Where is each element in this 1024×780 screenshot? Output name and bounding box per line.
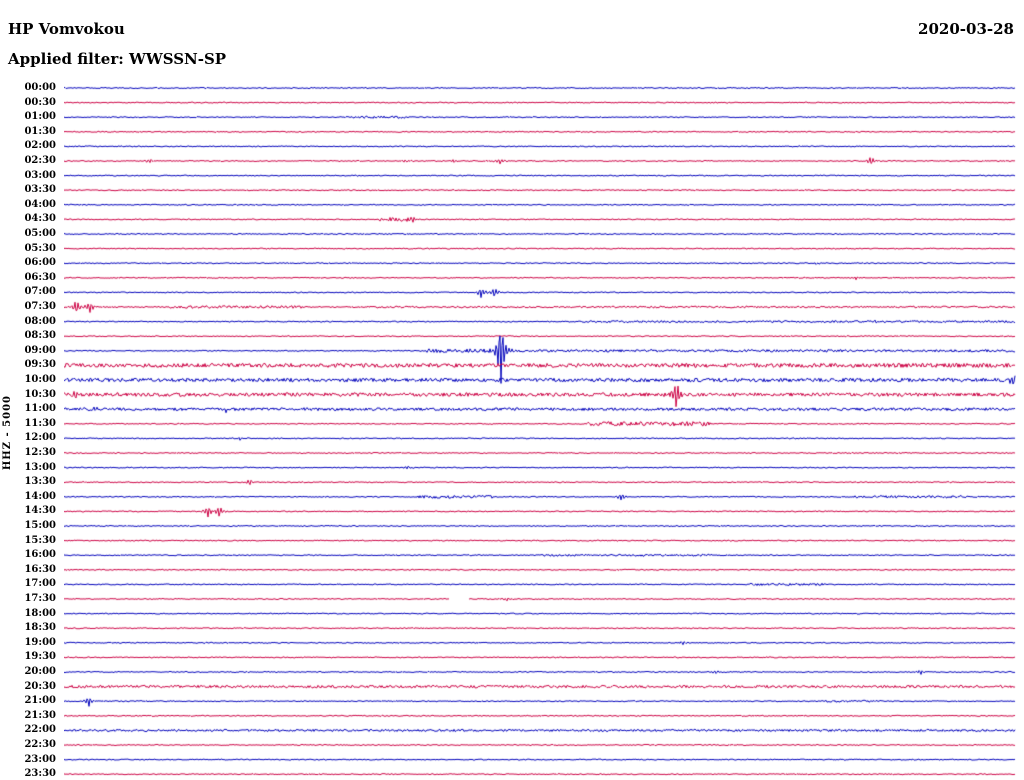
time-label: 06:30	[24, 271, 56, 283]
time-label: 20:30	[24, 680, 56, 692]
time-label: 12:30	[24, 447, 56, 458]
time-label: 02:30	[24, 155, 56, 166]
record-date: 2020-03-28	[918, 20, 1014, 38]
time-label: 01:30	[24, 125, 56, 137]
applied-filter-label: Applied filter: WWSSN-SP	[8, 50, 227, 68]
time-label: 11:00	[24, 403, 56, 415]
time-label: 23:30	[24, 768, 56, 780]
seismogram-canvas	[64, 80, 1016, 780]
time-label: 18:30	[24, 622, 56, 634]
time-label: 21:00	[24, 695, 56, 707]
time-label: 19:30	[24, 651, 56, 663]
time-label: 08:00	[24, 315, 56, 327]
time-label: 20:00	[24, 666, 56, 677]
time-label: 10:30	[24, 388, 56, 400]
time-label: 03:00	[24, 169, 56, 181]
time-label: 05:00	[24, 228, 56, 239]
time-label: 09:30	[24, 359, 56, 371]
time-label: 17:00	[24, 578, 56, 590]
time-label: 16:30	[24, 563, 56, 575]
time-label: 14:30	[24, 505, 56, 517]
time-label: 01:00	[24, 111, 56, 123]
time-label: 00:00	[24, 82, 56, 93]
station-title: HP Vomvokou	[8, 20, 125, 38]
time-label: 05:30	[24, 242, 56, 254]
time-label: 19:00	[24, 636, 56, 648]
time-label: 17:30	[24, 593, 56, 604]
time-label: 08:30	[24, 330, 56, 342]
time-label: 13:00	[24, 461, 56, 473]
time-label: 21:30	[24, 709, 56, 721]
time-label: 06:00	[24, 257, 56, 269]
time-label: 18:00	[24, 607, 56, 619]
time-label: 04:00	[24, 198, 56, 210]
time-label: 00:30	[24, 96, 56, 108]
time-label: 09:00	[24, 344, 56, 356]
time-label: 02:00	[24, 140, 56, 152]
time-label: 07:30	[24, 301, 56, 312]
time-label: 23:00	[24, 753, 56, 765]
time-axis-labels: 00:00 00:30 01:00 01:30 02:00 02:30 03:00 03:30…	[0, 0, 60, 780]
time-label: 11:30	[24, 417, 56, 429]
time-label: 13:30	[24, 476, 56, 488]
time-label: 07:00	[24, 286, 56, 298]
time-label: 22:00	[24, 724, 56, 736]
time-label: 15:30	[24, 534, 56, 546]
time-label: 10:00	[24, 374, 56, 385]
time-label: 14:00	[24, 490, 56, 502]
time-label: 12:00	[24, 432, 56, 444]
time-label: 03:30	[24, 184, 56, 196]
time-label: 04:30	[24, 213, 56, 225]
time-label: 16:00	[24, 549, 56, 561]
time-label: 22:30	[24, 739, 56, 750]
time-label: 15:00	[24, 520, 56, 531]
